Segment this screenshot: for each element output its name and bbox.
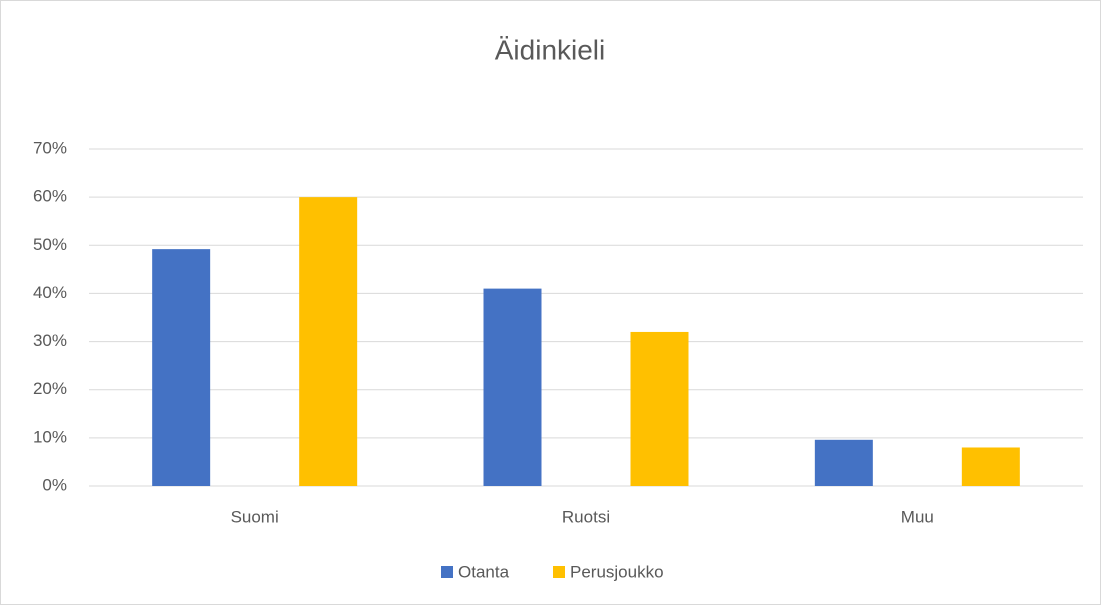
legend-swatch [553,566,565,578]
y-tick-label: 30% [33,331,67,350]
x-tick-label: Ruotsi [562,507,610,526]
x-tick-label: Suomi [231,507,279,526]
y-tick-label: 50% [33,235,67,254]
bar [961,447,1020,486]
bar [152,249,211,486]
chart-title: Äidinkieli [495,34,606,65]
y-tick-label: 20% [33,379,67,398]
bar [299,197,358,486]
legend-label: Perusjoukko [570,562,664,581]
legend-swatch [441,566,453,578]
bar [814,439,873,486]
bar [483,288,542,486]
y-tick-label: 0% [42,475,67,494]
bar [630,331,689,486]
y-tick-label: 70% [33,138,67,157]
x-tick-label: Muu [901,507,934,526]
y-tick-label: 40% [33,283,67,302]
y-tick-label: 60% [33,187,67,206]
legend-label: Otanta [458,562,510,581]
y-tick-label: 10% [33,427,67,446]
